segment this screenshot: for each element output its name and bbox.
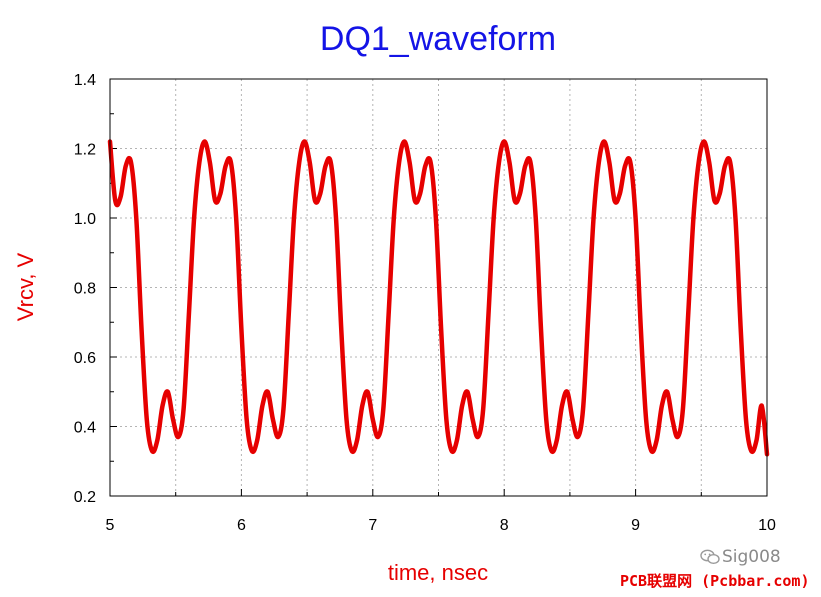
y-tick-label: 0.6 [74,350,96,367]
y-tick-label: 0.4 [74,420,96,437]
x-axis-label: time, nsec [388,560,488,585]
y-tick-labels: 0.2 0.4 0.6 0.8 1.0 1.2 1.4 [74,72,96,506]
x-tick-label: 6 [237,517,246,534]
x-tick-label: 8 [500,517,509,534]
x-tick-label: 7 [368,517,377,534]
y-tick-label: 1.4 [74,72,96,89]
wechat-icon [700,549,720,565]
plot-frame [109,78,768,497]
x-tick-labels: 5 6 7 8 9 10 [106,517,776,534]
y-tick-label: 0.2 [74,489,96,506]
watermark-account: Sig008 [722,547,781,567]
x-tick-label: 9 [631,517,640,534]
watermark-site: PCB联盟网 (Pcbbar.com) [620,572,810,590]
x-tick-label: 5 [106,517,115,534]
y-tick-label: 0.8 [74,281,96,298]
y-tick-label: 1.0 [74,211,96,228]
chart-title: DQ1_waveform [320,20,556,58]
y-axis-label: Vrcv, V [13,252,38,321]
x-tick-label: 10 [758,517,776,534]
series-line-vrcv [107,139,770,457]
y-tick-label: 1.2 [74,142,96,159]
